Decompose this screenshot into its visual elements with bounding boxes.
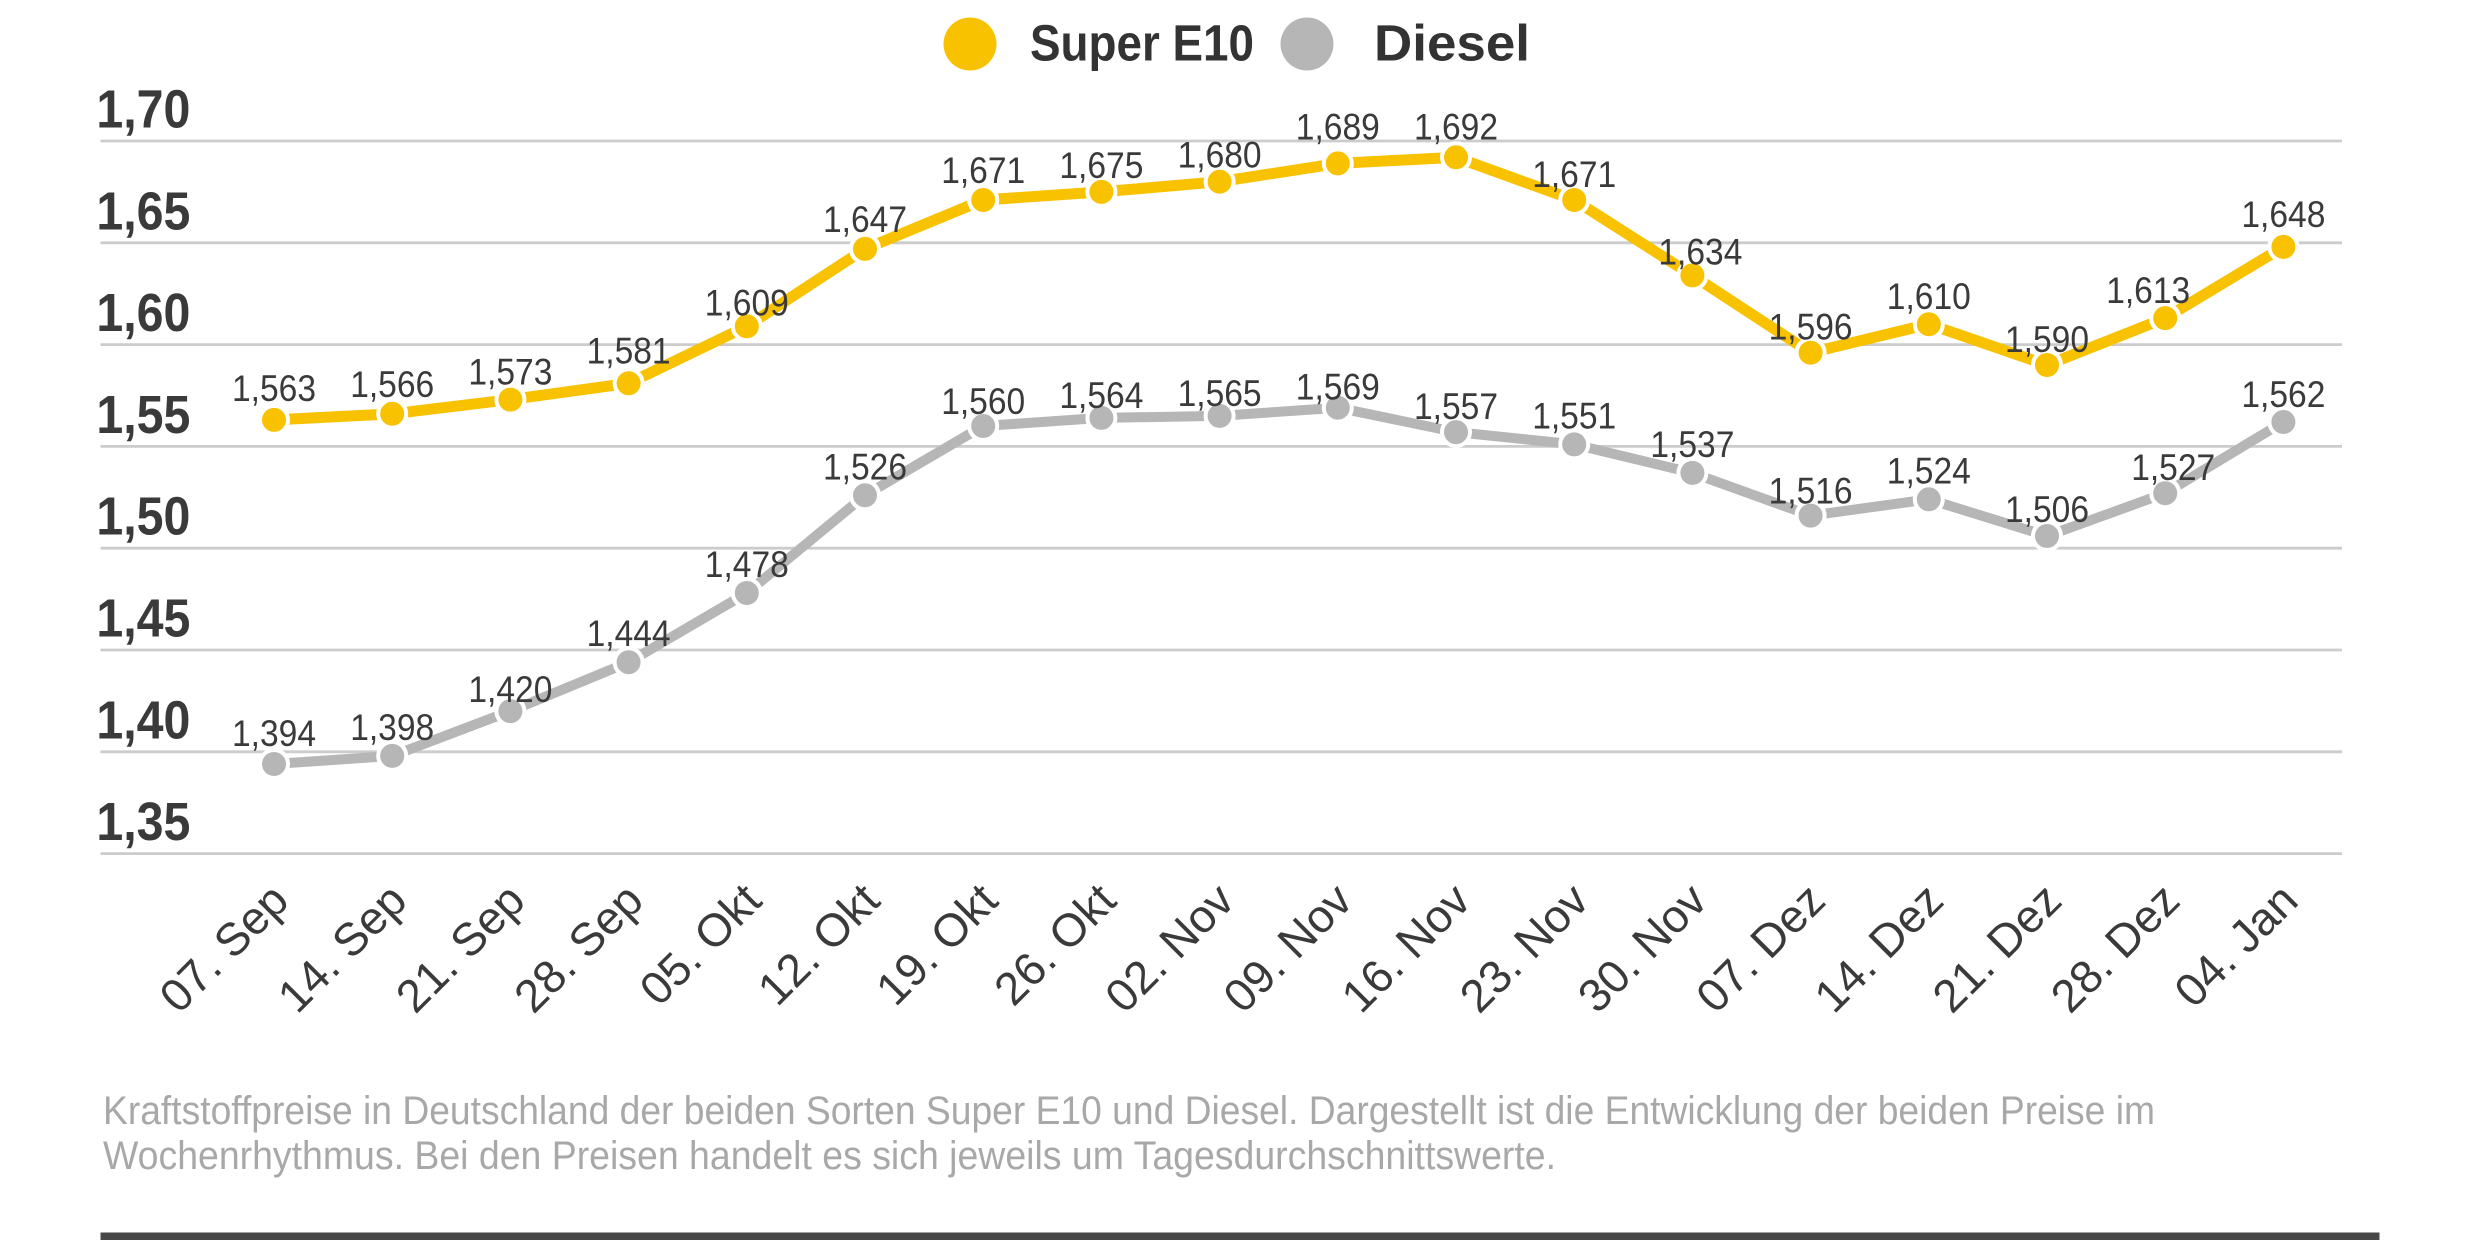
svg-text:1,563: 1,563 — [232, 368, 316, 409]
svg-text:1,581: 1,581 — [587, 330, 671, 371]
svg-text:1,565: 1,565 — [1178, 373, 1262, 414]
svg-text:1,35: 1,35 — [96, 792, 190, 852]
svg-text:1,40: 1,40 — [96, 690, 190, 750]
svg-text:1,648: 1,648 — [2241, 194, 2325, 235]
svg-text:1,647: 1,647 — [823, 199, 907, 240]
svg-text:1,55: 1,55 — [96, 385, 190, 445]
svg-text:1,65: 1,65 — [96, 181, 190, 241]
svg-text:1,613: 1,613 — [2106, 270, 2190, 311]
svg-text:1,610: 1,610 — [1887, 276, 1971, 317]
svg-text:1,569: 1,569 — [1296, 367, 1380, 408]
svg-text:1,45: 1,45 — [96, 589, 190, 649]
svg-text:1,689: 1,689 — [1296, 106, 1380, 147]
svg-text:1,524: 1,524 — [1887, 450, 1971, 491]
svg-text:1,420: 1,420 — [468, 669, 552, 710]
svg-text:1,50: 1,50 — [96, 487, 190, 547]
svg-text:1,537: 1,537 — [1650, 424, 1734, 465]
svg-text:1,692: 1,692 — [1414, 106, 1498, 147]
svg-text:1,609: 1,609 — [705, 282, 789, 323]
svg-text:1,478: 1,478 — [705, 544, 789, 585]
svg-text:1,557: 1,557 — [1414, 386, 1498, 427]
svg-text:1,590: 1,590 — [2005, 319, 2089, 360]
svg-text:1,564: 1,564 — [1059, 375, 1143, 416]
svg-text:1,70: 1,70 — [96, 80, 190, 140]
svg-text:1,566: 1,566 — [350, 364, 434, 405]
svg-text:1,516: 1,516 — [1769, 471, 1853, 512]
svg-text:1,671: 1,671 — [941, 150, 1025, 191]
svg-text:1,560: 1,560 — [941, 381, 1025, 422]
svg-text:1,444: 1,444 — [587, 613, 671, 654]
svg-text:1,675: 1,675 — [1059, 145, 1143, 186]
svg-text:1,680: 1,680 — [1178, 135, 1262, 176]
svg-text:1,394: 1,394 — [232, 713, 316, 754]
svg-text:1,562: 1,562 — [2241, 374, 2325, 415]
svg-text:Kraftstoffpreise in Deutschlan: Kraftstoffpreise in Deutschland der beid… — [103, 1089, 2155, 1133]
svg-text:1,634: 1,634 — [1658, 231, 1742, 272]
svg-text:1,551: 1,551 — [1532, 395, 1616, 436]
svg-text:1,527: 1,527 — [2131, 447, 2215, 488]
svg-text:Wochenrhythmus. Bei den Preise: Wochenrhythmus. Bei den Preisen handelt … — [103, 1134, 1556, 1178]
svg-text:1,671: 1,671 — [1532, 154, 1616, 195]
svg-text:1,573: 1,573 — [468, 352, 552, 393]
svg-text:1,526: 1,526 — [823, 446, 907, 487]
svg-text:1,596: 1,596 — [1769, 307, 1853, 348]
svg-text:1,506: 1,506 — [2005, 489, 2089, 530]
svg-text:1,60: 1,60 — [96, 283, 190, 343]
svg-text:1,398: 1,398 — [350, 707, 434, 748]
svg-text:Diesel: Diesel — [1374, 15, 1530, 72]
svg-text:Super E10: Super E10 — [1030, 15, 1254, 72]
